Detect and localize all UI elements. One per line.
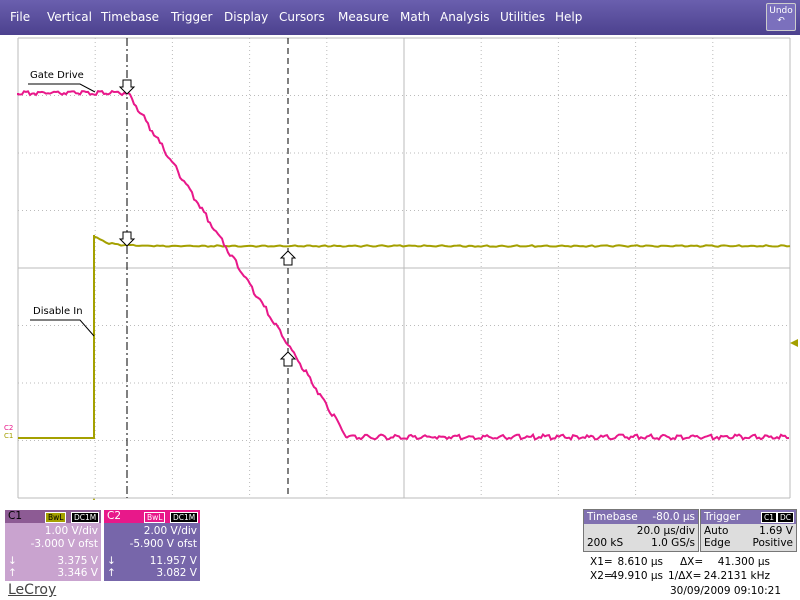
- per-div: 20.0 µs/div: [636, 525, 695, 537]
- tag: DC1M: [170, 512, 199, 523]
- panel-label: Timebase: [587, 511, 638, 523]
- menu-item[interactable]: Timebase: [101, 10, 159, 24]
- brand-logo: LeCroy: [8, 582, 57, 598]
- cursor-value: 49.910 µs: [610, 570, 663, 582]
- trigger-time-marker: [92, 498, 96, 500]
- cursor-value: 8.610 µs: [617, 556, 663, 568]
- cursor-label: ΔX=: [680, 556, 704, 568]
- undo-button[interactable]: Undo ↶: [766, 3, 796, 31]
- menu-item[interactable]: Math: [400, 10, 431, 24]
- c2-panel[interactable]: C2 BwL DC1M 2.00 V/div -5.900 V ofst ↓ 1…: [104, 510, 200, 581]
- menu-item[interactable]: Analysis: [440, 10, 490, 24]
- channel-name: C1: [8, 510, 23, 522]
- timebase-panel[interactable]: Timebase -80.0 µs 20.0 µs/div 200 kS 1.0…: [583, 509, 699, 552]
- cursor-label: X2=: [590, 570, 613, 582]
- cursor-value: 11.957 V: [149, 555, 197, 567]
- menu-item[interactable]: Trigger: [171, 10, 213, 24]
- undo-label: Undo: [769, 6, 793, 16]
- menu-item[interactable]: Vertical: [47, 10, 92, 24]
- menu-item[interactable]: Utilities: [500, 10, 546, 24]
- menu-item[interactable]: Help: [555, 10, 583, 24]
- menu-item[interactable]: Measure: [338, 10, 389, 24]
- delay: -80.0 µs: [652, 511, 695, 523]
- rate: 1.0 GS/s: [651, 537, 695, 549]
- timebase-header: [584, 510, 698, 524]
- type: Edge: [704, 537, 731, 549]
- samples: 200 kS: [587, 537, 624, 549]
- cursor-value: 3.375 V: [57, 555, 98, 567]
- trigger-panel[interactable]: Trigger C1 DC Auto 1.69 V Edge Positive: [700, 509, 797, 552]
- tag: BwL: [45, 512, 67, 523]
- trigger-level-marker: [790, 339, 798, 347]
- cursor-value: 41.300 µs: [717, 556, 770, 568]
- c1-panel[interactable]: C1 BwL DC1M 1.00 V/div -3.000 V ofst ↓ 3…: [5, 510, 101, 581]
- tag: DC: [777, 512, 795, 523]
- cursor-arrows: [118, 79, 297, 367]
- tag: C1: [761, 512, 778, 523]
- tag: DC1M: [71, 512, 100, 523]
- vdiv: 2.00 V/div: [143, 525, 197, 537]
- c1-trace: [18, 235, 791, 439]
- menu-item[interactable]: Display: [224, 10, 269, 24]
- c2-trace: [17, 89, 790, 441]
- cursor-value: 24.2131 kHz: [703, 570, 770, 582]
- cursor-label: 1/ΔX=: [668, 570, 702, 582]
- offset: -5.900 V ofst: [129, 538, 197, 550]
- gate-drive-leader: [28, 83, 96, 93]
- cursor-label: X1=: [590, 556, 613, 568]
- mode: Auto: [704, 525, 729, 537]
- cursor-value: 3.082 V: [156, 567, 197, 579]
- menu-item[interactable]: Cursors: [279, 10, 325, 24]
- scope-grid: [17, 37, 798, 500]
- tag: BwL: [144, 512, 166, 523]
- menu-item[interactable]: File: [10, 10, 31, 24]
- timestamp: 30/09/2009 09:10:21: [670, 585, 782, 597]
- vdiv: 1.00 V/div: [44, 525, 98, 537]
- channel-marker: C1: [4, 432, 14, 440]
- menu-bar: File Vertical Timebase Trigger Display Cursor…: [0, 0, 800, 35]
- level: 1.69 V: [759, 525, 793, 537]
- annotation: Disable In: [33, 306, 83, 317]
- channel-name: C2: [107, 510, 122, 522]
- slope: Positive: [752, 537, 793, 549]
- channel-marker: C2: [4, 424, 14, 432]
- offset: -3.000 V ofst: [30, 538, 98, 550]
- cursor-value: 3.346 V: [57, 567, 98, 579]
- panel-label: Trigger: [704, 511, 741, 523]
- disable-in-leader: [30, 319, 95, 337]
- annotation: Gate Drive: [30, 70, 84, 81]
